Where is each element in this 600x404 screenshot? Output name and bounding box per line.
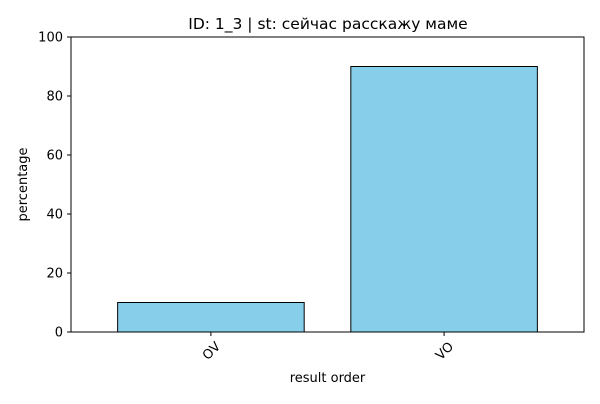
x-tick-label-vo: VO bbox=[433, 339, 457, 363]
y-tick-label: 100 bbox=[38, 31, 63, 46]
bar-vo bbox=[350, 66, 538, 333]
plot-area-frame bbox=[70, 36, 585, 333]
y-tick-label: 80 bbox=[46, 90, 63, 105]
bars-layer bbox=[117, 66, 538, 333]
x-axis-ticks: OV VO bbox=[200, 332, 457, 363]
x-axis-label: result order bbox=[290, 371, 366, 386]
y-axis-ticks: 0 20 40 60 80 100 bbox=[38, 31, 71, 341]
bar-ov bbox=[117, 302, 305, 333]
y-tick-label: 40 bbox=[46, 208, 63, 223]
y-axis-label: percentage bbox=[16, 147, 31, 221]
chart-title: ID: 1_3 | st: сейчас расскажу маме bbox=[188, 15, 467, 34]
y-tick-label: 20 bbox=[46, 267, 63, 282]
y-tick-label: 0 bbox=[55, 326, 63, 341]
x-tick-label-ov: OV bbox=[200, 339, 224, 363]
y-tick-label: 60 bbox=[46, 149, 63, 164]
